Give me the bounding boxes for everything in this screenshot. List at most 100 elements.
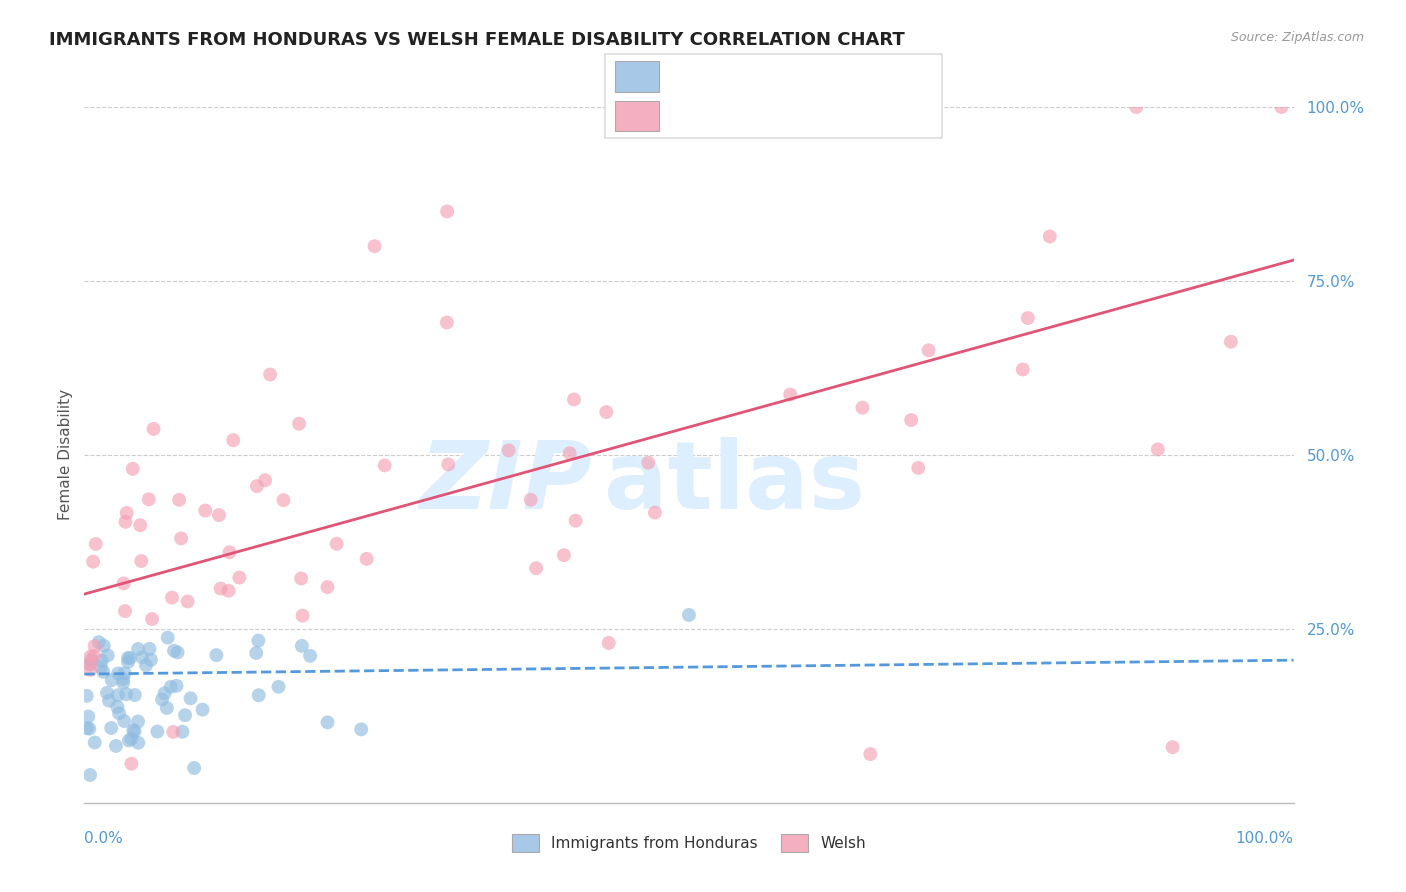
Y-axis label: Female Disability: Female Disability xyxy=(58,389,73,521)
Point xyxy=(859,747,882,761)
Point xyxy=(90,654,112,668)
Point xyxy=(93,665,115,679)
Point xyxy=(1017,311,1039,326)
Point xyxy=(245,646,267,660)
Point xyxy=(83,639,105,653)
Point xyxy=(363,239,385,253)
Text: IMMIGRANTS FROM HONDURAS VS WELSH FEMALE DISABILITY CORRELATION CHART: IMMIGRANTS FROM HONDURAS VS WELSH FEMALE… xyxy=(49,31,905,49)
Point xyxy=(558,446,581,460)
Point xyxy=(174,708,197,723)
Point xyxy=(115,506,138,520)
Point xyxy=(98,694,121,708)
Point xyxy=(218,545,240,559)
Point xyxy=(1125,100,1147,114)
Point xyxy=(156,631,179,645)
Point xyxy=(437,458,460,472)
Point xyxy=(114,604,136,618)
Point xyxy=(562,392,585,407)
Point xyxy=(131,650,153,665)
FancyBboxPatch shape xyxy=(605,54,942,138)
Point xyxy=(356,552,378,566)
Point xyxy=(162,725,184,739)
Point xyxy=(288,417,311,431)
Point xyxy=(436,204,458,219)
Point xyxy=(166,645,188,659)
Point xyxy=(107,688,129,702)
Point xyxy=(553,548,575,562)
Point xyxy=(907,461,929,475)
Point xyxy=(121,462,143,476)
Point xyxy=(156,701,179,715)
Point xyxy=(519,492,541,507)
Point xyxy=(124,688,146,702)
Point xyxy=(564,514,586,528)
Point xyxy=(166,679,188,693)
Point xyxy=(117,655,139,669)
Point xyxy=(80,653,103,667)
Point xyxy=(96,686,118,700)
Point xyxy=(180,691,202,706)
Point xyxy=(100,673,122,687)
Point xyxy=(637,456,659,470)
Point xyxy=(316,715,339,730)
Point xyxy=(104,739,127,753)
Point xyxy=(153,686,176,700)
Point xyxy=(194,503,217,517)
Point xyxy=(183,761,205,775)
Text: ZIP: ZIP xyxy=(419,437,592,529)
Point xyxy=(350,723,373,737)
Point xyxy=(77,709,100,723)
Point xyxy=(291,608,314,623)
Point xyxy=(273,493,295,508)
Point xyxy=(299,648,322,663)
Point xyxy=(79,722,101,736)
Point xyxy=(79,649,101,664)
Point xyxy=(127,714,149,729)
Point xyxy=(79,657,101,671)
Point xyxy=(374,458,396,473)
Point xyxy=(917,343,939,358)
Bar xyxy=(614,62,658,92)
Point xyxy=(170,532,193,546)
Point xyxy=(129,518,152,533)
Point xyxy=(325,537,347,551)
Point xyxy=(247,688,270,702)
Point xyxy=(79,768,101,782)
Point xyxy=(142,422,165,436)
Point xyxy=(254,473,277,487)
Point xyxy=(76,721,98,735)
Point xyxy=(1270,100,1292,114)
Point xyxy=(205,648,228,662)
Point xyxy=(209,582,232,596)
Point xyxy=(191,703,214,717)
Point xyxy=(498,443,520,458)
Point xyxy=(129,554,152,568)
Point xyxy=(90,660,112,674)
Point xyxy=(82,555,104,569)
Point xyxy=(678,607,700,622)
Point xyxy=(112,675,135,690)
Point xyxy=(84,537,107,551)
Point xyxy=(172,724,194,739)
Point xyxy=(851,401,873,415)
Point xyxy=(83,735,105,749)
Point xyxy=(120,756,142,771)
Point xyxy=(247,633,270,648)
Legend: Immigrants from Honduras, Welsh: Immigrants from Honduras, Welsh xyxy=(506,828,872,858)
Point xyxy=(146,724,169,739)
Point xyxy=(83,648,105,663)
Point xyxy=(159,680,181,694)
Point xyxy=(598,636,620,650)
Point xyxy=(150,692,173,706)
Point xyxy=(167,492,190,507)
Point xyxy=(124,724,146,739)
Point xyxy=(76,689,98,703)
Point xyxy=(138,492,160,507)
Point xyxy=(259,368,281,382)
Point xyxy=(1161,740,1184,755)
Point xyxy=(139,653,162,667)
Point xyxy=(524,561,547,575)
Point xyxy=(120,651,142,665)
Text: R = 0.063   N = 67: R = 0.063 N = 67 xyxy=(672,69,817,84)
Point xyxy=(163,643,186,657)
